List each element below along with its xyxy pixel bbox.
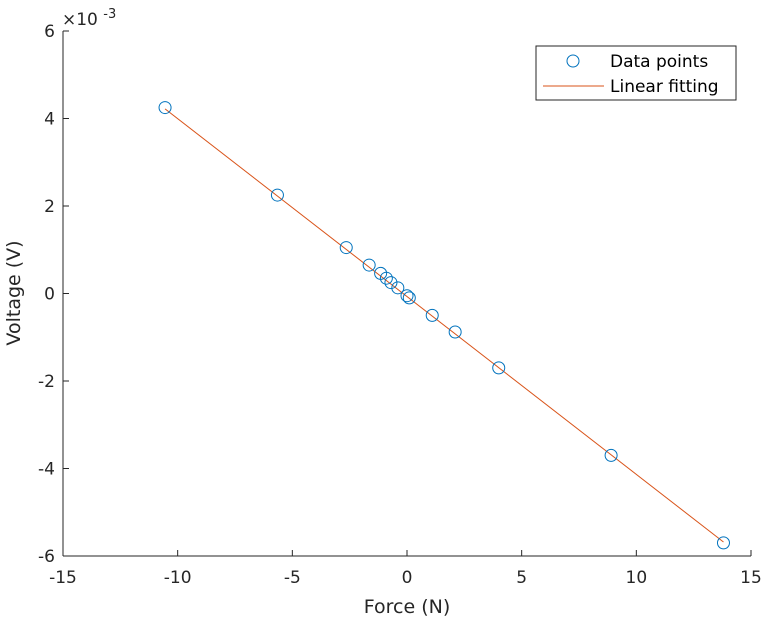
x-tick-label: -10 (164, 568, 192, 588)
data-point (716, 536, 730, 550)
legend: Data points Linear fitting (535, 45, 737, 101)
x-axis-label: Force (N) (364, 596, 450, 618)
legend-box (535, 45, 737, 101)
fit-line-layer (164, 108, 724, 543)
data-point (270, 188, 284, 202)
data-points-layer (158, 101, 730, 550)
y-tick-label: -2 (38, 372, 55, 392)
y-axis-exponent: ×10 -3 (62, 7, 116, 30)
y-tick-label: -4 (38, 460, 55, 480)
data-point (391, 281, 405, 295)
data-point (379, 271, 393, 285)
exponent-power: -3 (103, 7, 116, 22)
y-tick-label: 0 (44, 285, 55, 305)
ticks-layer: -15 -10 -5 0 5 10 15 -6 -4 -2 0 2 4 6 (38, 22, 762, 588)
data-point (448, 325, 462, 339)
data-point (400, 289, 414, 303)
x-tick-label: 5 (516, 568, 527, 588)
x-tick-label: 10 (626, 568, 648, 588)
data-point (158, 101, 172, 115)
exponent-base: ×10 (62, 10, 98, 30)
data-point (362, 258, 376, 272)
legend-label-linear-fitting: Linear fitting (610, 77, 719, 97)
data-point (402, 291, 416, 305)
legend-label-data-points: Data points (610, 52, 708, 72)
y-tick-label: 4 (44, 110, 55, 130)
data-point (384, 276, 398, 290)
x-tick-label: 0 (402, 568, 413, 588)
y-tick-label: -6 (38, 547, 55, 567)
y-axis-label: Voltage (V) (3, 240, 25, 345)
data-point (604, 448, 618, 462)
y-tick-label: 6 (44, 22, 55, 42)
fit-line (164, 108, 724, 543)
data-point (492, 361, 506, 375)
legend-marker-circle (566, 54, 580, 68)
x-tick-label: -15 (49, 568, 77, 588)
data-point (339, 241, 353, 255)
y-tick-label: 2 (44, 197, 55, 217)
data-point (425, 308, 439, 322)
x-tick-label: -5 (284, 568, 301, 588)
x-tick-label: 15 (740, 568, 762, 588)
